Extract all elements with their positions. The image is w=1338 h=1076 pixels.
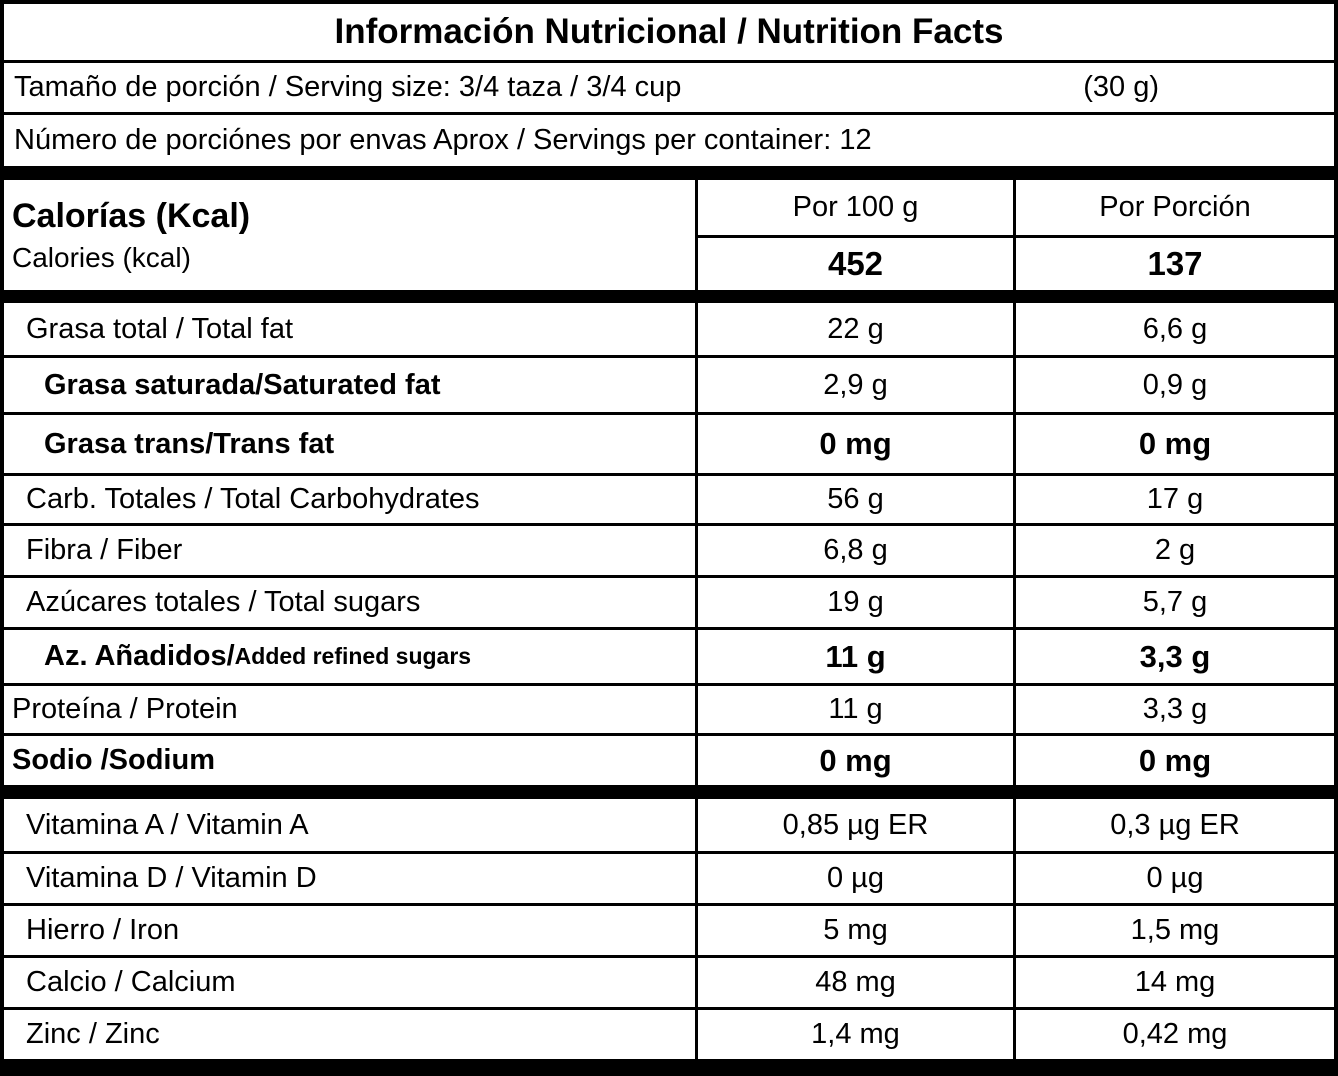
calories-per-serving: 137 xyxy=(1013,235,1334,291)
column-header-per-100g: Por 100 g xyxy=(695,180,1013,236)
row-label: Grasa trans/Trans fat xyxy=(44,427,335,460)
row-value-per-100g: 1,4 mg xyxy=(695,1010,1013,1060)
row-label: Az. Añadidos/Added refined sugars xyxy=(4,630,695,683)
row-value-per-serving: 17 g xyxy=(1013,476,1334,524)
row-value-per-serving: 6,6 g xyxy=(1013,303,1334,356)
row-value-per-serving: 2 g xyxy=(1013,526,1334,576)
calories-label-cell: Calorías (Kcal) Calories (kcal) xyxy=(4,180,695,290)
row-value-per-serving: 0,3 µg ER xyxy=(1013,799,1334,852)
row-label: Calcio / Calcium xyxy=(26,966,236,999)
serving-size-text: Tamaño de porción / Serving size: 3/4 ta… xyxy=(14,71,682,104)
table-row-trans-fat: Grasa trans/Trans fat 0 mg 0 mg xyxy=(4,412,1334,474)
calories-section: Calorías (Kcal) Calories (kcal) Por 100 … xyxy=(4,180,1334,291)
row-label: Proteína / Protein xyxy=(12,693,238,726)
row-label-suffix: Added refined sugars xyxy=(234,643,472,670)
row-value-per-serving: 14 mg xyxy=(1013,958,1334,1008)
row-value-per-100g: 2,9 g xyxy=(695,358,1013,413)
row-value-per-100g: 56 g xyxy=(695,476,1013,524)
row-value-per-100g: 19 g xyxy=(695,578,1013,628)
table-row-sodium: Sodio /Sodium 0 mg 0 mg xyxy=(4,733,1334,786)
table-row-saturated-fat: Grasa saturada/Saturated fat 2,9 g 0,9 g xyxy=(4,355,1334,413)
row-value-per-100g: 11 g xyxy=(695,686,1013,734)
row-label: Zinc / Zinc xyxy=(26,1018,160,1051)
row-value-per-100g: 5 mg xyxy=(695,906,1013,956)
row-value-per-serving: 0 µg xyxy=(1013,854,1334,904)
row-label: Sodio /Sodium xyxy=(12,744,215,777)
row-label: Vitamina D / Vitamin D xyxy=(26,862,317,895)
row-value-per-100g: 48 mg xyxy=(695,958,1013,1008)
serving-size-row: Tamaño de porción / Serving size: 3/4 ta… xyxy=(4,59,1334,113)
table-row-added-sugars: Az. Añadidos/Added refined sugars 11 g 3… xyxy=(4,627,1334,684)
row-value-per-serving: 0 mg xyxy=(1013,415,1334,474)
row-value-per-100g: 22 g xyxy=(695,303,1013,356)
row-value-per-serving: 3,3 g xyxy=(1013,686,1334,734)
calories-label-es: Calorías (Kcal) xyxy=(12,196,251,235)
row-value-per-100g: 6,8 g xyxy=(695,526,1013,576)
row-value-per-100g: 11 g xyxy=(695,630,1013,684)
serving-size-weight: (30 g) xyxy=(1083,71,1159,104)
row-value-per-serving: 0,9 g xyxy=(1013,358,1334,413)
table-row-total-fat: Grasa total / Total fat 22 g 6,6 g xyxy=(4,303,1334,356)
row-value-per-serving: 1,5 mg xyxy=(1013,906,1334,956)
calories-label-en: Calories (kcal) xyxy=(12,242,191,274)
section-divider xyxy=(4,166,1334,181)
row-value-per-serving: 0,42 mg xyxy=(1013,1010,1334,1060)
row-label: Grasa total / Total fat xyxy=(26,312,294,345)
column-header-per-serving: Por Porción xyxy=(1013,180,1334,236)
row-value-per-serving: 5,7 g xyxy=(1013,578,1334,628)
row-value-per-100g: 0 mg xyxy=(695,736,1013,786)
row-label: Hierro / Iron xyxy=(26,914,180,947)
row-label: Vitamina A / Vitamin A xyxy=(26,808,309,841)
table-row-fiber: Fibra / Fiber 6,8 g 2 g xyxy=(4,523,1334,576)
servings-per-container-text: Número de porciónes por envas Aprox / Se… xyxy=(14,124,872,157)
row-value-per-100g: 0,85 µg ER xyxy=(695,799,1013,852)
label-title: Información Nutricional / Nutrition Fact… xyxy=(334,11,1004,51)
table-row-iron: Hierro / Iron 5 mg 1,5 mg xyxy=(4,903,1334,956)
table-row-total-carbohydrates: Carb. Totales / Total Carbohydrates 56 g… xyxy=(4,473,1334,524)
section-divider xyxy=(4,1059,1334,1072)
table-row-protein: Proteína / Protein 11 g 3,3 g xyxy=(4,683,1334,734)
section-divider xyxy=(4,290,1334,304)
row-value-per-serving: 0 mg xyxy=(1013,736,1334,786)
row-value-per-100g: 0 µg xyxy=(695,854,1013,904)
row-value-per-serving: 3,3 g xyxy=(1013,630,1334,684)
table-row-calcium: Calcio / Calcium 48 mg 14 mg xyxy=(4,955,1334,1008)
table-row-zinc: Zinc / Zinc 1,4 mg 0,42 mg xyxy=(4,1007,1334,1060)
table-row-total-sugars: Azúcares totales / Total sugars 19 g 5,7… xyxy=(4,575,1334,628)
row-label-main: Az. Añadidos/ xyxy=(44,640,235,673)
row-label: Fibra / Fiber xyxy=(26,534,183,567)
section-divider xyxy=(4,785,1334,800)
row-label: Carb. Totales / Total Carbohydrates xyxy=(26,483,480,516)
table-row-vitamin-d: Vitamina D / Vitamin D 0 µg 0 µg xyxy=(4,851,1334,904)
row-value-per-100g: 0 mg xyxy=(695,415,1013,474)
calories-per-100g: 452 xyxy=(695,235,1013,291)
table-row-vitamin-a: Vitamina A / Vitamin A 0,85 µg ER 0,3 µg… xyxy=(4,799,1334,852)
servings-per-container-row: Número de porciónes por envas Aprox / Se… xyxy=(4,112,1334,166)
row-label: Grasa saturada/Saturated fat xyxy=(44,368,441,401)
row-label: Azúcares totales / Total sugars xyxy=(26,586,421,619)
